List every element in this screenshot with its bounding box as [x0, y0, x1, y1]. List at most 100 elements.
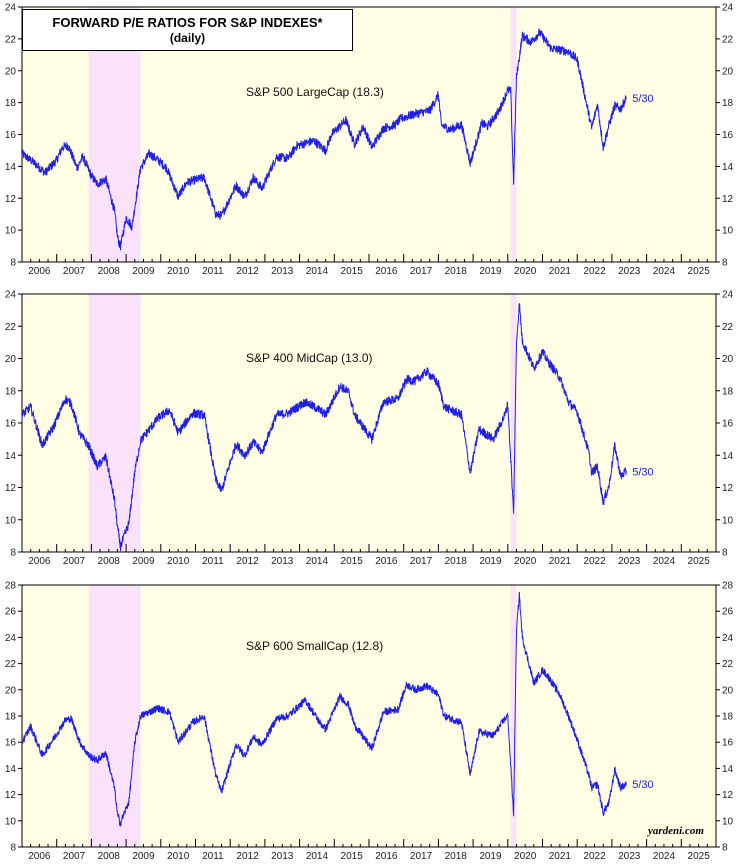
data-point — [619, 108, 622, 110]
y-tick-label-right: 8 — [722, 843, 728, 854]
data-point — [44, 172, 46, 174]
data-point — [596, 465, 599, 468]
data-point — [614, 105, 616, 107]
data-point — [567, 401, 570, 403]
x-tick-label: 2011 — [202, 556, 224, 567]
data-point — [128, 800, 130, 802]
data-point — [608, 485, 610, 487]
x-tick-label: 2020 — [514, 851, 537, 862]
data-point — [426, 685, 428, 687]
y-tick-label-right: 22 — [722, 34, 734, 45]
data-point — [82, 156, 84, 158]
y-tick-label-right: 20 — [722, 66, 734, 77]
data-point — [521, 35, 523, 37]
data-point — [203, 176, 205, 179]
data-point — [157, 417, 159, 419]
data-point — [510, 90, 512, 93]
data-point — [87, 444, 90, 447]
y-tick-label-right: 20 — [722, 685, 734, 696]
data-point — [168, 409, 171, 411]
y-tick-label-right: 10 — [722, 226, 734, 237]
y-tick-label-right: 14 — [722, 764, 734, 775]
x-tick-label: 2010 — [167, 556, 190, 567]
y-tick-label-right: 14 — [722, 451, 734, 462]
data-point — [518, 303, 520, 305]
data-point — [287, 715, 289, 717]
data-point — [134, 470, 136, 472]
data-point — [177, 432, 179, 434]
data-point — [486, 125, 489, 128]
data-point — [244, 454, 246, 456]
data-point — [507, 89, 509, 91]
y-tick-label-left: 16 — [5, 130, 17, 141]
x-tick-label: 2014 — [306, 266, 329, 277]
data-point — [518, 593, 520, 595]
data-point — [116, 235, 119, 238]
data-point — [602, 146, 604, 148]
data-point — [449, 129, 451, 131]
data-point — [252, 176, 254, 179]
data-point — [325, 149, 327, 152]
data-point — [287, 412, 289, 414]
data-point — [131, 226, 133, 228]
data-point — [313, 140, 315, 142]
x-tick-label: 2022 — [583, 556, 606, 567]
data-point — [371, 438, 373, 440]
data-point — [588, 451, 590, 453]
y-tick-label-left: 22 — [5, 34, 17, 45]
x-tick-label: 2015 — [341, 266, 364, 277]
y-tick-label-left: 10 — [5, 515, 17, 526]
data-point — [192, 721, 194, 724]
x-tick-label: 2023 — [618, 556, 641, 567]
data-point — [492, 735, 494, 737]
data-point — [220, 490, 223, 492]
data-point — [591, 127, 593, 129]
x-tick-label: 2015 — [341, 851, 364, 862]
x-tick-label: 2018 — [445, 556, 468, 567]
data-point — [30, 406, 32, 408]
x-tick-label: 2021 — [549, 851, 572, 862]
data-point — [168, 711, 171, 713]
y-tick-label-right: 12 — [722, 483, 734, 494]
x-tick-label: 2009 — [132, 266, 155, 277]
y-tick-label-right: 18 — [722, 98, 734, 109]
data-point — [515, 341, 518, 343]
data-point — [443, 406, 445, 408]
data-point — [394, 124, 396, 126]
y-tick-label-left: 12 — [5, 194, 17, 205]
data-point — [348, 391, 350, 393]
data-point — [382, 401, 385, 403]
data-point — [177, 741, 179, 743]
x-tick-label: 2024 — [653, 556, 676, 567]
data-point — [244, 754, 246, 756]
data-point — [105, 178, 107, 180]
x-tick-label: 2008 — [98, 851, 121, 862]
data-point — [325, 414, 327, 416]
data-point — [460, 414, 463, 416]
data-point — [582, 86, 584, 88]
data-point — [139, 440, 142, 442]
data-point — [504, 414, 506, 416]
series-line — [21, 591, 627, 827]
x-tick-label: 2016 — [375, 851, 398, 862]
recession-band-2 — [510, 294, 517, 552]
y-tick-label-right: 24 — [722, 290, 734, 301]
data-point — [319, 409, 321, 411]
y-tick-label-left: 14 — [5, 162, 17, 173]
series-line — [21, 28, 627, 251]
data-point — [53, 737, 55, 739]
data-point — [348, 704, 350, 707]
x-tick-label: 2010 — [167, 266, 190, 277]
data-point — [567, 715, 570, 717]
data-point — [157, 159, 159, 161]
data-point — [541, 669, 544, 671]
data-point — [116, 813, 119, 815]
y-tick-label-left: 24 — [5, 3, 17, 14]
data-point — [139, 167, 142, 169]
data-point — [602, 812, 604, 814]
x-tick-label: 2020 — [514, 556, 537, 567]
y-tick-label-left: 14 — [5, 451, 17, 462]
data-point — [602, 501, 604, 503]
x-tick-label: 2013 — [271, 266, 294, 277]
data-point — [119, 247, 121, 249]
